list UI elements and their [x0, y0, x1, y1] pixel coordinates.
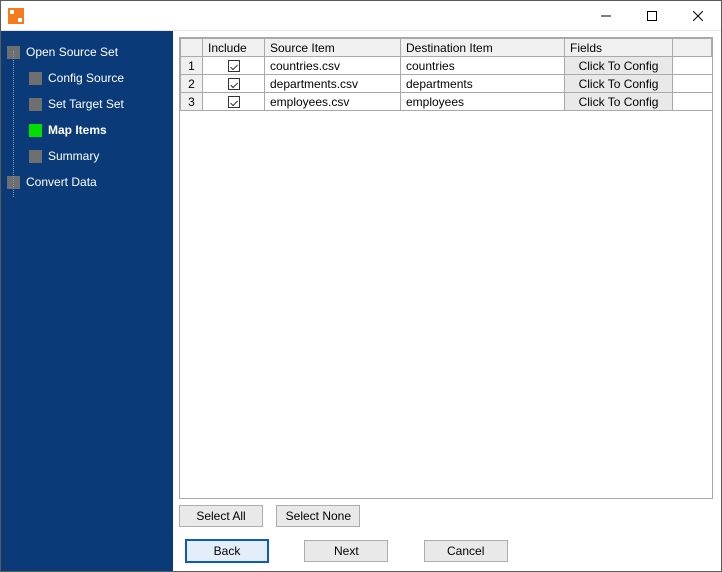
back-button[interactable]: Back: [185, 539, 269, 563]
row-number-cell: 1: [181, 57, 203, 75]
destination-item-cell[interactable]: departments: [401, 75, 565, 93]
grid-header-include[interactable]: Include: [203, 39, 265, 57]
minimize-button[interactable]: [583, 1, 629, 30]
table-row[interactable]: 1 countries.csvcountriesClick To Config: [181, 57, 712, 75]
wizard-step[interactable]: Convert Data: [1, 169, 173, 195]
wizard-step[interactable]: Map Items: [1, 117, 173, 143]
include-checkbox[interactable]: [228, 96, 240, 108]
titlebar: [1, 1, 721, 31]
table-row[interactable]: 2 departments.csvdepartmentsClick To Conf…: [181, 75, 712, 93]
app-icon: [8, 8, 24, 24]
wizard-step[interactable]: Set Target Set: [1, 91, 173, 117]
grid-header-row: Include Source Item Destination Item Fie…: [181, 39, 712, 57]
config-fields-button[interactable]: Click To Config: [565, 93, 672, 110]
window-controls: [583, 1, 721, 30]
table-row[interactable]: 3 employees.csvemployeesClick To Config: [181, 93, 712, 111]
destination-item-cell[interactable]: countries: [401, 57, 565, 75]
window-body: Open Source Set Config Source Set Target S…: [1, 31, 721, 571]
wizard-step-label: Summary: [48, 149, 99, 163]
filler-cell: [673, 57, 712, 75]
filler-cell: [673, 75, 712, 93]
close-button[interactable]: [675, 1, 721, 30]
row-number-cell: 3: [181, 93, 203, 111]
wizard-step[interactable]: Summary: [1, 143, 173, 169]
wizard-step[interactable]: Open Source Set: [1, 39, 173, 65]
config-fields-button[interactable]: Click To Config: [565, 75, 672, 92]
grid-header-fields[interactable]: Fields: [565, 39, 673, 57]
source-item-cell[interactable]: employees.csv: [265, 93, 401, 111]
include-cell[interactable]: [203, 75, 265, 93]
include-checkbox[interactable]: [228, 60, 240, 72]
source-item-cell[interactable]: departments.csv: [265, 75, 401, 93]
wizard-step-list: Open Source Set Config Source Set Target S…: [1, 39, 173, 195]
mapping-grid: Include Source Item Destination Item Fie…: [180, 38, 712, 111]
select-all-button[interactable]: Select All: [179, 505, 263, 527]
mapping-grid-container: Include Source Item Destination Item Fie…: [179, 37, 713, 499]
wizard-step[interactable]: Config Source: [1, 65, 173, 91]
step-marker-icon: [29, 72, 42, 85]
step-marker-icon: [29, 98, 42, 111]
include-cell[interactable]: [203, 57, 265, 75]
step-marker-icon: [29, 150, 42, 163]
grid-header-source[interactable]: Source Item: [265, 39, 401, 57]
grid-header-rownum: [181, 39, 203, 57]
grid-header-destination[interactable]: Destination Item: [401, 39, 565, 57]
destination-item-cell[interactable]: employees: [401, 93, 565, 111]
wizard-step-label: Convert Data: [26, 175, 97, 189]
selection-buttons-row: Select All Select None: [179, 505, 713, 527]
fields-cell: Click To Config: [565, 93, 673, 111]
cancel-button[interactable]: Cancel: [424, 540, 508, 562]
fields-cell: Click To Config: [565, 75, 673, 93]
include-checkbox[interactable]: [228, 78, 240, 90]
maximize-button[interactable]: [629, 1, 675, 30]
fields-cell: Click To Config: [565, 57, 673, 75]
main-panel: Include Source Item Destination Item Fie…: [173, 31, 721, 571]
source-item-cell[interactable]: countries.csv: [265, 57, 401, 75]
config-fields-button[interactable]: Click To Config: [565, 57, 672, 74]
app-window: Open Source Set Config Source Set Target S…: [0, 0, 722, 572]
wizard-step-label: Set Target Set: [48, 97, 124, 111]
wizard-step-label: Map Items: [48, 123, 107, 137]
wizard-sidebar: Open Source Set Config Source Set Target S…: [1, 31, 173, 571]
wizard-nav-row: Back Next Cancel: [179, 539, 713, 563]
grid-header-filler: [673, 39, 712, 57]
include-cell[interactable]: [203, 93, 265, 111]
step-marker-icon: [29, 124, 42, 137]
next-button[interactable]: Next: [304, 540, 388, 562]
wizard-step-label: Config Source: [48, 71, 124, 85]
wizard-step-label: Open Source Set: [26, 45, 118, 59]
select-none-button[interactable]: Select None: [276, 505, 360, 527]
filler-cell: [673, 93, 712, 111]
row-number-cell: 2: [181, 75, 203, 93]
tree-connector-line: [13, 51, 14, 197]
